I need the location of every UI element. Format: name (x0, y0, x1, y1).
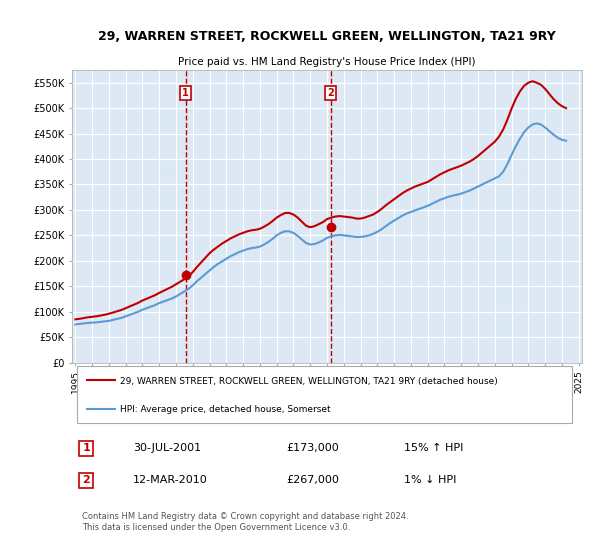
Text: 30-JUL-2001: 30-JUL-2001 (133, 444, 202, 454)
FancyBboxPatch shape (77, 366, 572, 423)
Text: 1% ↓ HPI: 1% ↓ HPI (404, 475, 456, 486)
Text: HPI: Average price, detached house, Somerset: HPI: Average price, detached house, Some… (121, 405, 331, 414)
Text: 12-MAR-2010: 12-MAR-2010 (133, 475, 208, 486)
Text: Contains HM Land Registry data © Crown copyright and database right 2024.
This d: Contains HM Land Registry data © Crown c… (82, 512, 409, 531)
Text: £173,000: £173,000 (286, 444, 339, 454)
Text: 29, WARREN STREET, ROCKWELL GREEN, WELLINGTON, TA21 9RY (detached house): 29, WARREN STREET, ROCKWELL GREEN, WELLI… (121, 377, 498, 386)
Text: 2: 2 (327, 88, 334, 99)
Text: 1: 1 (182, 88, 189, 99)
Text: 2: 2 (82, 475, 90, 486)
Text: Price paid vs. HM Land Registry's House Price Index (HPI): Price paid vs. HM Land Registry's House … (178, 57, 476, 67)
Text: £267,000: £267,000 (286, 475, 339, 486)
Text: 1: 1 (82, 444, 90, 454)
Text: 15% ↑ HPI: 15% ↑ HPI (404, 444, 463, 454)
Text: 29, WARREN STREET, ROCKWELL GREEN, WELLINGTON, TA21 9RY: 29, WARREN STREET, ROCKWELL GREEN, WELLI… (98, 30, 556, 43)
